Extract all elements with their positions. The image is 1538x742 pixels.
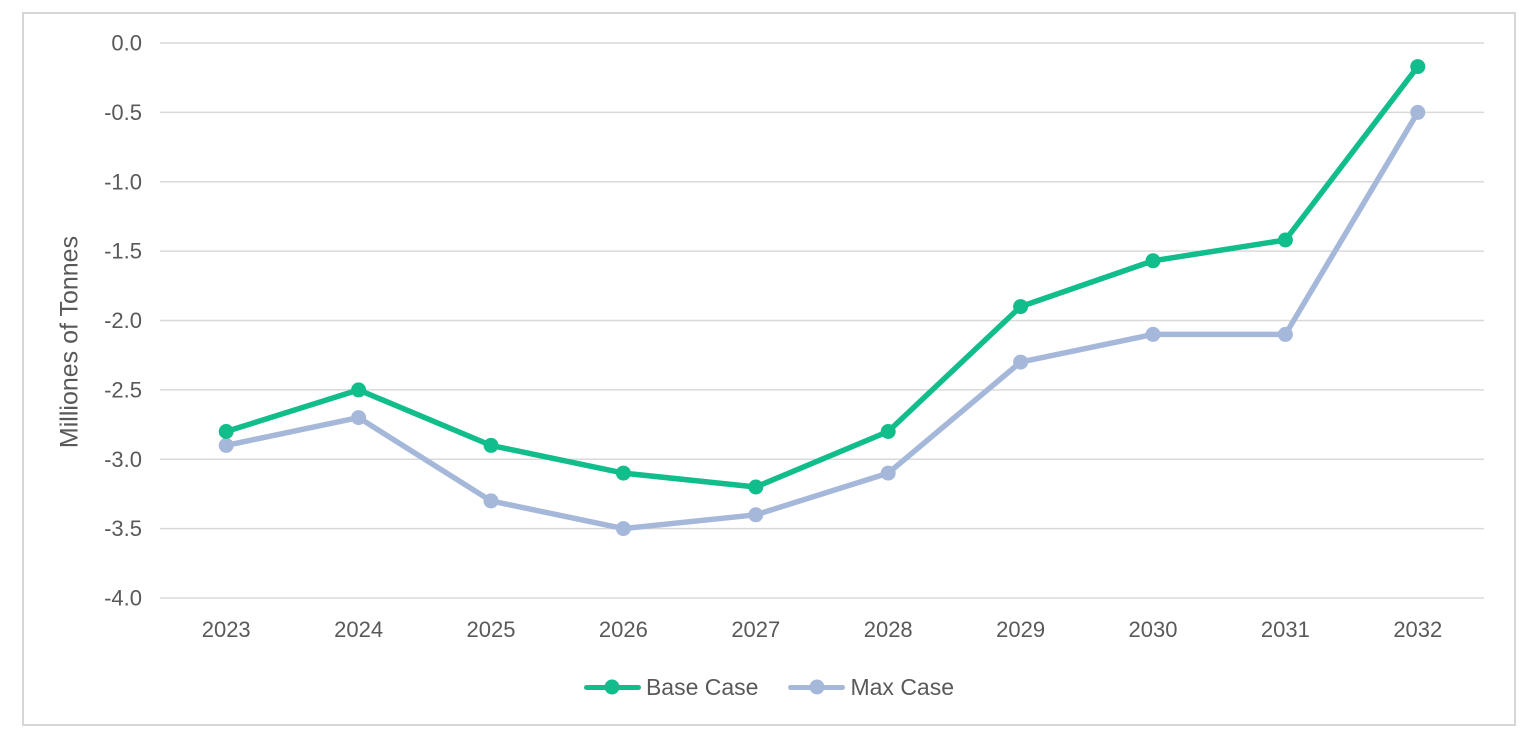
data-point-marker-max-case — [483, 493, 499, 509]
x-tick-label: 2023 — [202, 617, 251, 642]
data-point-marker-base-case — [1145, 253, 1161, 269]
data-point-marker-base-case — [218, 424, 234, 439]
data-point-marker-base-case — [615, 465, 631, 481]
y-tick-label: -0.5 — [104, 100, 142, 125]
x-tick-label: 2027 — [731, 617, 780, 642]
y-tick-label: -3.5 — [104, 516, 142, 541]
y-tick-label: -1.5 — [104, 239, 142, 264]
legend-label-max-case: Max Case — [850, 673, 955, 700]
legend-item-max-case: Max Case — [788, 673, 955, 700]
series-line-max-case — [223, 109, 1421, 532]
data-point-marker-max-case — [1145, 326, 1161, 342]
chart-frame — [22, 12, 1516, 726]
y-tick-label: 0.0 — [111, 31, 142, 56]
y-tick-label: -3.0 — [104, 447, 142, 472]
data-point-marker-base-case — [748, 479, 764, 495]
y-axis-title: Milliones of Tonnes — [55, 235, 84, 449]
data-point-marker-max-case — [218, 437, 234, 453]
y-tick-label: -2.5 — [104, 377, 142, 402]
legend: Base Case Max Case — [0, 672, 1538, 702]
legend-line-marker-base-case — [583, 679, 641, 695]
data-point-marker-base-case — [1277, 232, 1293, 248]
y-tick-label: -4.0 — [104, 586, 142, 611]
data-point-marker-max-case — [880, 465, 896, 481]
series-line-base-case — [223, 63, 1421, 490]
x-tick-label: 2028 — [864, 617, 913, 642]
data-point-marker-max-case — [1410, 104, 1426, 120]
x-tick-label: 2026 — [599, 617, 648, 642]
data-point-marker-max-case — [748, 507, 764, 523]
data-point-marker-max-case — [1013, 354, 1029, 370]
data-point-marker-base-case — [1410, 59, 1426, 75]
x-tick-label: 2025 — [467, 617, 516, 642]
x-tick-label: 2031 — [1261, 617, 1310, 642]
data-point-marker-base-case — [483, 437, 499, 453]
legend-line-marker-max-case — [788, 679, 846, 695]
legend-item-base-case: Base Case — [583, 673, 759, 700]
data-point-marker-max-case — [1277, 326, 1293, 342]
data-point-marker-max-case — [615, 521, 631, 537]
legend-dot-icon — [604, 679, 620, 695]
y-tick-label: -2.0 — [104, 308, 142, 333]
legend-label-base-case: Base Case — [645, 673, 759, 700]
data-point-marker-base-case — [880, 424, 896, 439]
legend-dot-icon — [809, 679, 825, 695]
y-tick-label: -1.0 — [104, 169, 142, 194]
x-tick-label: 2024 — [334, 617, 383, 642]
x-tick-label: 2030 — [1129, 617, 1178, 642]
x-tick-label: 2029 — [996, 617, 1045, 642]
data-point-marker-max-case — [351, 410, 367, 426]
data-point-marker-base-case — [351, 382, 367, 398]
data-point-marker-base-case — [1013, 299, 1029, 315]
x-tick-label: 2032 — [1393, 617, 1442, 642]
